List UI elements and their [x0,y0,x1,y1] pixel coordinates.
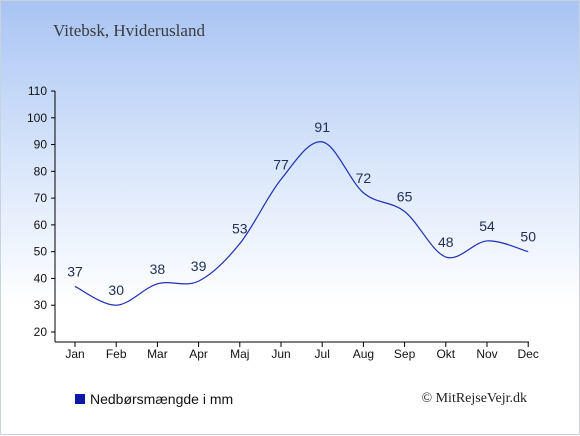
x-tick-label: Jul [315,347,330,361]
data-label: 38 [150,261,166,277]
data-label: 72 [356,170,372,186]
x-tick-label: Jan [65,347,84,361]
x-tick-label: Maj [230,347,249,361]
y-tick-label: 50 [34,245,48,259]
y-tick-label: 60 [34,218,48,232]
x-tick-label: Apr [189,347,208,361]
credit-text: © MitRejseVejr.dk [421,391,527,407]
data-label: 30 [108,282,124,298]
data-label: 48 [438,234,454,250]
legend: Nedbørsmængde i mm [75,391,233,407]
x-tick-label: Dec [518,347,539,361]
x-tick-label: Feb [106,347,127,361]
data-label: 37 [67,263,83,279]
y-tick-label: 80 [34,164,48,178]
y-tick-label: 90 [34,138,48,152]
y-tick-label: 70 [34,191,48,205]
x-tick-label: Okt [436,347,455,361]
data-label: 39 [191,258,207,274]
series-line [75,142,528,306]
x-tick-label: Aug [353,347,374,361]
data-label: 65 [397,189,413,205]
data-label: 77 [273,156,289,172]
data-label: 54 [479,218,495,234]
x-tick-label: Sep [394,347,416,361]
y-tick-label: 20 [34,325,48,339]
data-label: 50 [520,229,536,245]
legend-swatch [75,394,85,404]
x-tick-label: Mar [147,347,168,361]
y-tick-label: 40 [34,271,48,285]
legend-label: Nedbørsmængde i mm [90,391,233,407]
x-tick-label: Nov [476,347,497,361]
y-tick-label: 110 [28,84,47,98]
data-label: 91 [314,119,330,135]
data-label: 53 [232,221,248,237]
y-tick-label: 100 [27,111,47,125]
x-tick-label: Jun [271,347,290,361]
y-tick-label: 30 [34,298,48,312]
